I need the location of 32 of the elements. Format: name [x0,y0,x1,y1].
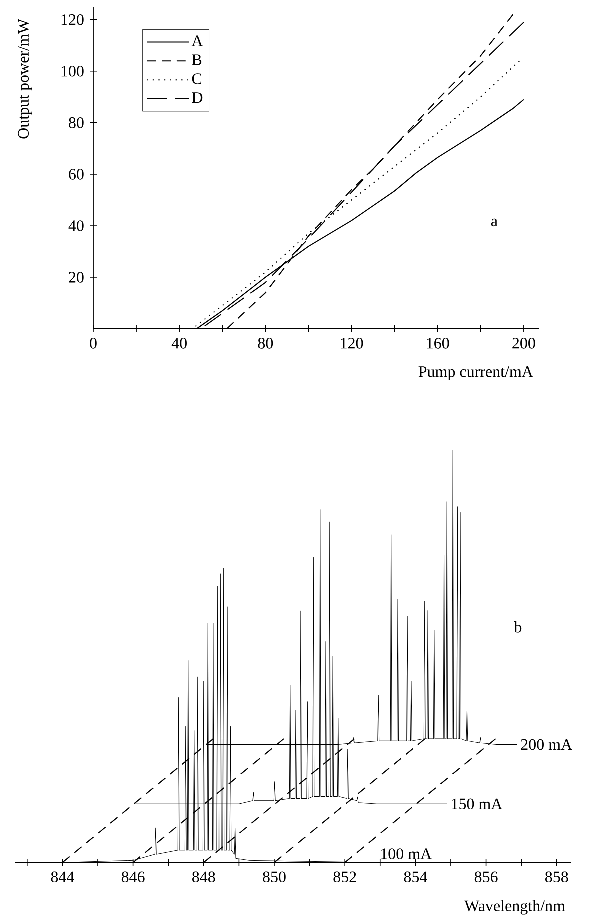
y-tick-label: 100 [62,66,84,77]
series-label: 100 mA [382,848,432,860]
y-tick-label: 80 [69,118,84,128]
x-tick-label: 844 [51,872,74,883]
annotation: a [491,218,498,227]
legend-label: B [192,54,202,66]
x-axis-title: Pump current/mA [418,366,534,381]
x-tick-label: 850 [263,872,286,883]
series-label: 150 mA [452,798,503,810]
x-axis-title: Wavelength/nm [464,900,566,915]
x-tick-label: 848 [192,872,216,883]
x-tick-label: 0 [90,338,97,349]
y-axis-title: Output power/mW [18,19,32,139]
x-tick-label: 160 [427,338,450,349]
x-tick-label: 80 [258,338,274,349]
annotation: b [514,622,522,633]
x-tick-label: 200 [512,338,536,349]
x-tick-label: 858 [545,872,568,883]
y-tick-label: 60 [69,169,84,180]
y-tick-label: 120 [62,14,84,26]
legend-label: A [192,36,204,46]
y-tick-label: 20 [69,272,84,283]
x-tick-label: 854 [404,872,428,883]
x-tick-label: 846 [122,872,145,883]
legend-label: C [192,74,202,84]
x-tick-label: 40 [172,338,187,349]
y-tick-label: 40 [68,220,84,232]
legend-label: D [192,92,203,104]
x-tick-label: 856 [474,872,498,883]
series-label: 200 mA [521,739,572,750]
x-tick-label: 120 [341,338,364,349]
x-tick-label: 852 [334,872,356,883]
